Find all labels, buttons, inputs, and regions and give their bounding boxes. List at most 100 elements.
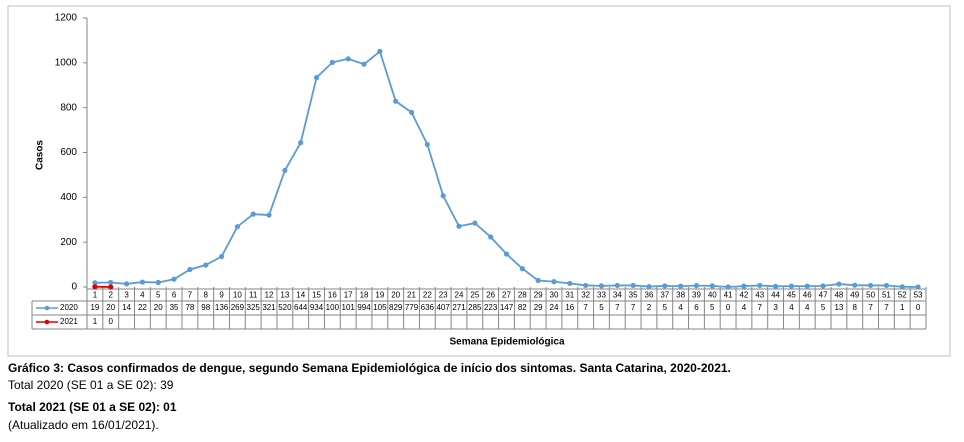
table-value: 4 xyxy=(805,303,810,312)
point xyxy=(282,167,288,174)
table-value: 520 xyxy=(278,303,292,312)
x-tick-label: 52 xyxy=(898,291,907,300)
point xyxy=(535,277,541,284)
point xyxy=(709,283,715,289)
point xyxy=(852,282,858,288)
table-value: 7 xyxy=(758,303,763,312)
table-value: 16 xyxy=(565,303,574,312)
point xyxy=(503,251,510,257)
table-value: 407 xyxy=(436,303,450,312)
x-tick-label: 4 xyxy=(140,291,145,300)
x-tick-label: 16 xyxy=(328,291,337,300)
x-tick-label: 39 xyxy=(692,291,701,300)
table-value: 269 xyxy=(231,303,245,312)
total-2021: Total 2021 (SE 01 a SE 02): 01 xyxy=(8,400,177,414)
table-value: 0 xyxy=(916,303,921,312)
point xyxy=(773,283,779,289)
x-tick-label: 53 xyxy=(914,291,923,300)
point xyxy=(203,262,209,268)
point xyxy=(567,280,573,287)
table-value: 78 xyxy=(185,303,194,312)
x-tick-label: 51 xyxy=(882,291,891,300)
point xyxy=(472,220,478,226)
table-value: 8 xyxy=(853,303,858,312)
x-tick-label: 34 xyxy=(613,291,622,300)
table-value: 136 xyxy=(215,303,229,312)
table-value: 13 xyxy=(834,303,843,312)
x-tick-label: 27 xyxy=(502,291,511,300)
caption: Gráfico 3: Casos confirmados de dengue, … xyxy=(8,361,731,375)
point xyxy=(598,283,605,289)
table-value: 5 xyxy=(599,303,604,312)
point xyxy=(646,283,652,290)
x-tick-label: 5 xyxy=(156,291,161,300)
point xyxy=(630,282,636,289)
table-value: 636 xyxy=(421,303,435,312)
x-tick-label: 7 xyxy=(188,291,193,300)
table-value: 223 xyxy=(484,303,498,312)
x-tick-label: 31 xyxy=(565,291,574,300)
point xyxy=(266,212,272,218)
x-tick-label: 46 xyxy=(803,291,812,300)
table-value: 101 xyxy=(342,303,356,312)
point xyxy=(171,276,177,282)
point xyxy=(915,284,921,290)
x-tick-label: 24 xyxy=(455,291,464,300)
table-value: 5 xyxy=(821,303,826,312)
table-value: 4 xyxy=(678,303,683,312)
y-tick-label: 400 xyxy=(60,192,77,203)
y-tick-label: 1000 xyxy=(55,57,78,68)
y-tick-label: 800 xyxy=(60,102,77,113)
x-tick-label: 28 xyxy=(518,291,527,300)
x-axis-label: Semana Epidemiológica xyxy=(449,337,564,348)
point xyxy=(662,283,668,289)
x-tick-label: 26 xyxy=(486,291,495,300)
point xyxy=(408,109,415,115)
point xyxy=(108,279,114,286)
table-value: 271 xyxy=(452,303,466,312)
x-tick-label: 35 xyxy=(629,291,638,300)
table-value: 325 xyxy=(247,303,261,312)
point xyxy=(488,234,494,240)
x-tick-label: 32 xyxy=(581,291,590,300)
point xyxy=(393,98,399,104)
point xyxy=(788,283,795,289)
table-value: 1 xyxy=(900,303,905,312)
table-value: 4 xyxy=(789,303,794,312)
table-value: 7 xyxy=(884,303,889,312)
point xyxy=(424,141,430,148)
x-tick-label: 14 xyxy=(296,291,305,300)
table-value: 7 xyxy=(868,303,873,312)
table-value: 285 xyxy=(468,303,482,312)
table-value: 0 xyxy=(109,317,114,326)
point xyxy=(614,282,620,289)
table-value: 5 xyxy=(663,303,668,312)
point xyxy=(234,224,240,230)
point xyxy=(551,279,557,285)
x-tick-label: 38 xyxy=(676,291,685,300)
x-tick-label: 1 xyxy=(93,291,98,300)
x-tick-label: 13 xyxy=(280,291,289,300)
y-axis-label: Casos xyxy=(35,140,46,170)
point xyxy=(108,284,114,290)
y-tick-label: 0 xyxy=(71,282,77,293)
point xyxy=(836,281,842,287)
point xyxy=(519,266,525,272)
table-value: 994 xyxy=(357,303,371,312)
legend-label: 2021 xyxy=(60,317,78,326)
x-tick-label: 50 xyxy=(866,291,875,300)
table-value: 14 xyxy=(122,303,131,312)
point xyxy=(741,283,747,289)
table-value: 20 xyxy=(106,303,115,312)
x-tick-label: 23 xyxy=(439,291,448,300)
point xyxy=(583,282,589,289)
x-tick-label: 3 xyxy=(124,291,129,300)
table-value: 829 xyxy=(389,303,403,312)
y-tick-label: 600 xyxy=(60,147,77,158)
x-tick-label: 48 xyxy=(834,291,843,300)
point xyxy=(218,253,225,260)
y-tick-label: 1200 xyxy=(55,13,78,24)
table-value: 3 xyxy=(773,303,778,312)
x-tick-label: 15 xyxy=(312,291,321,300)
